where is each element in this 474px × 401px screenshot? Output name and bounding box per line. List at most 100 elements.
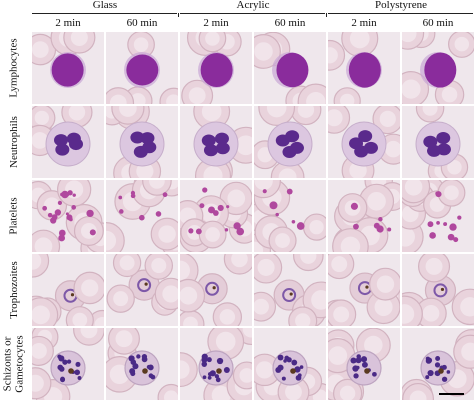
red-blood-cell	[73, 215, 104, 246]
micrograph-image	[106, 32, 178, 104]
red-blood-cell	[212, 302, 243, 326]
red-blood-cell	[106, 222, 125, 252]
column-label-acrylic-60min: 60 min	[274, 17, 306, 29]
row-label-trophozoites-wrap: Trophozoites	[0, 254, 28, 326]
micrograph-image	[180, 328, 252, 400]
group-header-glass: Glass	[92, 0, 118, 11]
red-blood-cell	[157, 383, 178, 400]
platelet	[457, 215, 462, 220]
platelet	[66, 193, 70, 197]
micrograph-image	[254, 32, 326, 104]
platelet	[66, 214, 73, 221]
red-blood-cell	[402, 32, 425, 50]
platelet	[50, 217, 57, 224]
scale-bar-icon	[439, 393, 464, 395]
micrograph-image	[180, 32, 252, 104]
micrograph-image	[402, 180, 474, 252]
red-blood-cell	[154, 277, 178, 311]
schizont-infected-cell	[272, 350, 308, 386]
red-blood-cell	[328, 39, 346, 71]
platelet	[199, 203, 205, 209]
micrograph-panel-platelets-2	[106, 180, 178, 252]
micrograph-panel-platelets-5	[328, 180, 400, 252]
row-label-neutrophils: Neutrophils	[8, 116, 21, 168]
red-blood-cell	[372, 106, 400, 135]
micrograph-image	[402, 32, 474, 104]
platelet	[86, 209, 94, 218]
platelet	[226, 205, 230, 209]
micrograph-panel-trophozoites-1	[32, 254, 104, 326]
micrograph-image	[402, 328, 474, 400]
red-blood-cell	[159, 87, 178, 104]
schizont-infected-cell	[198, 350, 234, 386]
platelet	[236, 227, 245, 236]
platelet	[443, 222, 448, 227]
micrograph-panel-neutrophils-1	[32, 106, 104, 178]
micrograph-image	[180, 106, 252, 178]
micrograph-image	[328, 328, 400, 400]
micrograph-panel-lymphocytes-2	[106, 32, 178, 104]
micrograph-image	[32, 254, 104, 326]
micrograph-panel-lymphocytes-5	[328, 32, 400, 104]
platelet	[208, 206, 216, 214]
row-label-schizonts-wrap: Schizonts or Gametocytes	[0, 328, 28, 400]
platelet	[286, 188, 293, 195]
platelet	[188, 228, 194, 234]
schizont-infected-cell	[124, 350, 160, 386]
platelet	[233, 222, 241, 230]
red-blood-cell	[180, 278, 206, 313]
micrograph-image	[254, 106, 326, 178]
red-blood-cell	[288, 306, 318, 326]
schizont-infected-cell	[420, 350, 456, 386]
platelet	[275, 212, 279, 217]
micrograph-panel-schizonts-5	[328, 328, 400, 400]
micrograph-image	[402, 106, 474, 178]
red-blood-cell	[437, 180, 466, 207]
row-label-platelets: Platelets	[8, 197, 20, 235]
row-label-schizonts-gametocytes: Schizonts or Gametocytes	[2, 335, 27, 393]
platelet	[269, 201, 278, 210]
micrograph-panel-schizonts-2	[106, 328, 178, 400]
red-blood-cell	[198, 32, 227, 53]
row-label-neutrophils-wrap: Neutrophils	[0, 106, 28, 178]
platelet	[373, 222, 380, 229]
micrograph-image	[328, 180, 400, 252]
platelet	[47, 212, 53, 218]
micrograph-panel-schizonts-1	[32, 328, 104, 400]
red-blood-cell	[32, 367, 52, 400]
platelet	[353, 223, 359, 230]
platelet	[162, 192, 168, 198]
red-blood-cell	[254, 254, 283, 284]
red-blood-cell	[402, 180, 431, 204]
red-blood-cell	[333, 378, 363, 400]
platelet	[427, 221, 434, 228]
platelet	[435, 191, 439, 196]
red-blood-cell	[32, 229, 61, 252]
micrograph-image	[32, 328, 104, 400]
group-line-acrylic	[180, 13, 325, 14]
row-label-trophozoites: Trophozoites	[8, 261, 20, 319]
platelet	[217, 204, 224, 212]
micrograph-panel-neutrophils-4	[254, 106, 326, 178]
platelet	[291, 219, 296, 224]
micrograph-image	[180, 180, 252, 252]
micrograph-panel-lymphocytes-1	[32, 32, 104, 104]
micrograph-panel-platelets-3	[180, 180, 252, 252]
platelet	[118, 195, 123, 200]
row-label-platelets-wrap: Platelets	[0, 180, 28, 252]
platelet	[61, 190, 69, 199]
red-blood-cell	[254, 180, 281, 199]
red-blood-cell	[32, 297, 59, 326]
red-blood-cell	[332, 228, 369, 252]
red-blood-cell	[254, 34, 281, 69]
column-label-glass-2min: 2 min	[55, 17, 81, 29]
red-blood-cell	[402, 71, 430, 104]
micrograph-panel-schizonts-4	[254, 328, 326, 400]
lymphocyte-cell	[198, 52, 234, 88]
platelet	[139, 214, 145, 221]
lymphocyte-cell	[272, 52, 309, 88]
red-blood-cell	[63, 32, 96, 54]
red-blood-cell	[402, 382, 435, 400]
red-blood-cell	[32, 33, 57, 66]
platelet	[350, 202, 358, 210]
